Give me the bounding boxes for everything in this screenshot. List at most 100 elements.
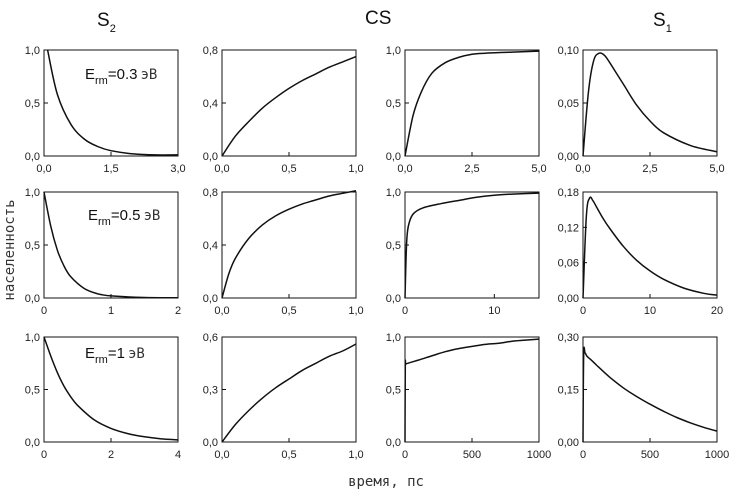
series-line [221, 343, 357, 443]
x-tick-label: 0,0 [214, 163, 229, 175]
x-tick-label: 1 [108, 305, 114, 317]
x-tick-label: 2,5 [642, 163, 657, 175]
y-tick-label: 0,12 [558, 222, 579, 234]
x-tick-label: 5,0 [531, 163, 546, 175]
x-tick-label: 3,0 [170, 163, 185, 175]
x-tick-label: 0 [580, 305, 586, 317]
panel-2-4: 0 10 20 0,00 0,06 0,12 0,18 [558, 187, 724, 317]
y-tick-label: 1,0 [25, 45, 40, 57]
y-tick-label: 1,0 [25, 187, 40, 199]
panels-group: 0,0 1,5 3,0 0,0 0,5 1,0 0,0 0,5 1,0 0,0 0,4 0,8 0,0 2… [25, 45, 730, 461]
y-tick-label: 0,6 [203, 332, 218, 344]
panel-1-3: 0,0 2,5 5,0 0,0 0,5 1,0 [386, 45, 547, 175]
series-line [404, 338, 540, 443]
series-line [582, 52, 718, 157]
x-tick-label: 1,5 [103, 163, 118, 175]
axes-frame [582, 191, 718, 299]
y-tick-label: 0,15 [558, 385, 579, 397]
y-tick-label: 0,0 [25, 151, 40, 163]
axes-frame [221, 191, 357, 299]
axes-frame [221, 49, 357, 157]
y-tick-label: 0,5 [25, 385, 40, 397]
x-tick-label: 2 [175, 305, 181, 317]
x-tick-label: 0 [41, 305, 47, 317]
x-tick-label: 2,5 [464, 163, 479, 175]
panel-3-3: 0 500 1000 0,0 0,5 1,0 [386, 332, 552, 461]
y-tick-label: 0,05 [558, 98, 579, 110]
y-axis-label: населенность [2, 199, 18, 300]
panel-2-3: 0 10 0,0 0,5 1,0 [386, 187, 540, 317]
y-tick-label: 0,5 [386, 240, 401, 252]
series-line [43, 336, 179, 441]
axes-frame [404, 49, 540, 157]
y-tick-label: 0,06 [558, 258, 579, 270]
x-tick-label: 1,0 [348, 449, 363, 461]
y-tick-label: 0,00 [558, 437, 579, 449]
y-tick-label: 1,0 [386, 45, 401, 57]
y-tick-label: 0,4 [203, 98, 218, 110]
x-tick-label: 10 [488, 305, 500, 317]
x-tick-label: 20 [711, 305, 723, 317]
x-tick-label: 0 [402, 449, 408, 461]
y-tick-label: 0,10 [558, 45, 579, 57]
x-tick-label: 5,0 [709, 163, 724, 175]
x-tick-label: 0,0 [575, 163, 590, 175]
x-tick-label: 4 [175, 449, 181, 461]
series-line [221, 189, 357, 299]
y-tick-label: 0,0 [203, 151, 218, 163]
x-tick-label: 0,5 [281, 163, 296, 175]
y-tick-label: 0,5 [25, 240, 40, 252]
y-tick-label: 0,0 [386, 293, 401, 305]
series-line [582, 346, 718, 443]
y-tick-label: 1,0 [25, 332, 40, 344]
panel-1-4: 0,0 2,5 5,0 0,00 0,05 0,10 [558, 45, 725, 175]
y-tick-label: 0,30 [558, 332, 579, 344]
series-line [221, 55, 357, 157]
y-tick-label: 0,00 [558, 151, 579, 163]
x-tick-label: 500 [641, 449, 659, 461]
panel-1-2: 0,0 0,5 1,0 0,0 0,4 0,8 [203, 45, 364, 175]
x-tick-label: 10 [644, 305, 656, 317]
y-tick-label: 0,4 [203, 240, 218, 252]
panel-3-1: 0 2 4 0,0 0,5 1,0 [25, 332, 181, 461]
y-tick-label: 0,18 [558, 187, 579, 199]
x-tick-label: 0,0 [397, 163, 412, 175]
y-tick-label: 0,8 [203, 45, 218, 57]
x-tick-label: 2 [108, 449, 114, 461]
series-line [582, 196, 718, 299]
panel-3-2: 0,0 0,5 1,0 0,0 0,3 0,6 [203, 332, 364, 461]
column-title-cs: CS [365, 8, 391, 29]
panel-1-1: 0,0 1,5 3,0 0,0 0,5 1,0 [25, 45, 186, 175]
y-tick-label: 0,0 [386, 437, 401, 449]
y-tick-label: 0,00 [558, 293, 579, 305]
row-annotation-2: Erm=0.5 эВ [88, 207, 160, 228]
x-tick-label: 0,5 [281, 305, 296, 317]
column-title-s1: S1 [653, 10, 672, 35]
y-tick-label: 0,5 [25, 98, 40, 110]
panel-3-4: 0 500 1000 0,00 0,15 0,30 [558, 332, 730, 461]
x-tick-label: 0,0 [36, 163, 51, 175]
axes-frame [404, 336, 540, 443]
x-tick-label: 0,0 [214, 305, 229, 317]
x-tick-label: 0 [41, 449, 47, 461]
axes-frame [221, 336, 357, 443]
y-tick-label: 0,8 [203, 187, 218, 199]
y-tick-label: 0,3 [203, 385, 218, 397]
row-annotation-1: Erm=0.3 эВ [85, 66, 157, 87]
x-tick-label: 0 [580, 449, 586, 461]
x-tick-label: 1000 [705, 449, 729, 461]
y-tick-label: 1,0 [386, 187, 401, 199]
x-tick-label: 1000 [527, 449, 551, 461]
y-tick-label: 0,0 [386, 151, 401, 163]
y-tick-label: 1,0 [386, 332, 401, 344]
x-tick-label: 1,0 [348, 163, 363, 175]
row-annotation-3: Erm=1 эВ [85, 345, 145, 366]
series-line [46, 49, 179, 156]
y-tick-label: 0,0 [203, 293, 218, 305]
series-line [43, 191, 179, 299]
x-tick-label: 1,0 [348, 305, 363, 317]
panel-2-1: 0 1 2 0,0 0,5 1,0 [25, 187, 181, 317]
x-tick-label: 0,0 [214, 449, 229, 461]
axes-frame [582, 336, 718, 443]
